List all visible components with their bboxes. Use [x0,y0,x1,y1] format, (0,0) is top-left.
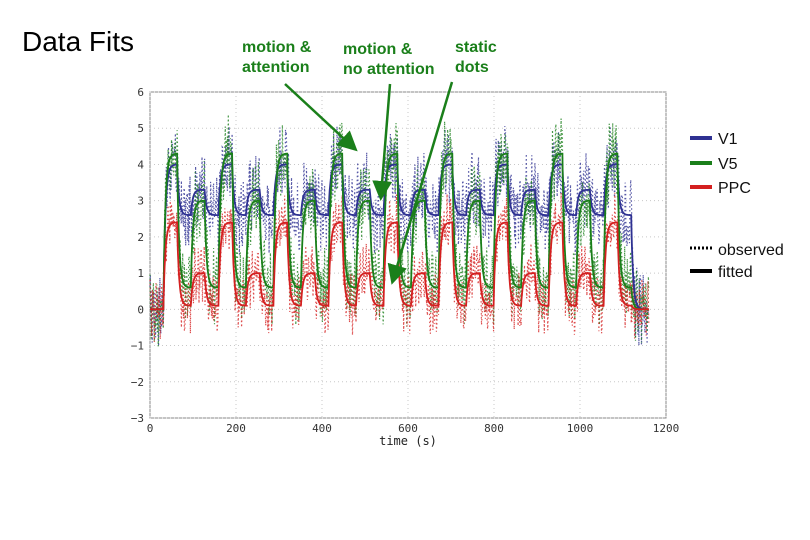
y-tick-label: −2 [131,376,144,389]
annotation-line: static [455,39,497,56]
y-tick-label: 0 [137,303,144,316]
x-tick-label: 400 [312,422,332,435]
x-tick-label: 200 [226,422,246,435]
x-tick-label: 0 [147,422,154,435]
annotation-line: attention [242,59,310,76]
x-tick-label: 800 [484,422,504,435]
legend-label-v5: V5 [718,156,738,173]
y-tick-label: 2 [137,231,144,244]
arrow-static-dots [387,81,454,285]
slide-title: Data Fits [22,26,135,57]
legend-label-v1: V1 [718,131,738,148]
y-tick-label: 5 [137,122,144,135]
y-tick-label: 1 [137,267,144,280]
y-tick-label: 3 [137,195,144,208]
x-tick-label: 1000 [567,422,594,435]
y-tick-label: 4 [137,158,144,171]
fitted-line-v5 [150,152,649,311]
x-axis-title: time (s) [379,434,437,448]
annotation-motion-attention: motion & attention [242,38,311,78]
annotation-arrows [284,81,454,285]
y-ticks: −3 −2 −1 0 1 2 3 4 5 6 [131,86,145,425]
annotation-motion-no-attention: motion & no attention [343,40,435,80]
x-tick-label: 600 [398,422,418,435]
legend-label-fitted: fitted [718,264,753,281]
plot-frame [149,91,667,419]
annotation-line: motion & [343,41,413,58]
legend-label-ppc: PPC [718,180,751,197]
arrow-motion-no-attention [372,83,393,201]
legend-label-observed: observed [718,242,784,259]
y-tick-label: 6 [137,86,144,99]
y-tick-label: −1 [131,340,144,353]
y-tick-label: −3 [131,412,144,425]
annotation-line: dots [455,59,489,76]
legend: V1 V5 PPC observed fitted [690,131,784,281]
annotation-line: motion & [242,39,312,56]
x-ticks: 0 200 400 600 800 1000 1200 [147,422,680,435]
x-tick-label: 1200 [653,422,680,435]
annotation-static-dots: static dots [455,38,497,78]
arrow-motion-attention [284,83,358,152]
annotation-line: no attention [343,61,435,78]
